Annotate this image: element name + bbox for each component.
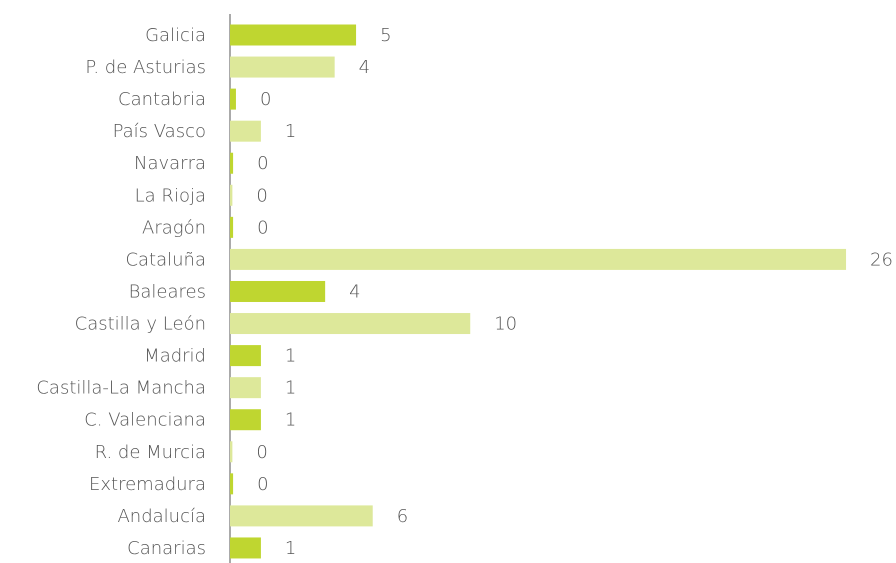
value-label: 1	[285, 121, 296, 142]
category-label: Andalucía	[117, 506, 206, 527]
bar	[230, 409, 261, 431]
value-label: 0	[257, 153, 268, 174]
bar	[230, 505, 373, 527]
bar	[230, 88, 236, 110]
category-label: Castilla y León	[75, 314, 206, 335]
bar	[230, 377, 261, 399]
bar	[230, 441, 233, 463]
category-label: La Rioja	[135, 185, 206, 206]
category-label: Cantabria	[118, 89, 206, 110]
bar	[230, 24, 357, 46]
value-label: 4	[359, 57, 370, 78]
bar	[230, 216, 234, 238]
category-label: Baleares	[129, 281, 206, 302]
value-label: 0	[257, 217, 268, 238]
value-label: 10	[494, 314, 517, 335]
bar	[230, 120, 261, 142]
value-label: 26	[870, 249, 893, 270]
category-label: Canarias	[127, 538, 206, 559]
bar	[230, 248, 847, 270]
value-label: 1	[285, 378, 296, 399]
bar	[230, 184, 233, 206]
value-label: 4	[349, 281, 360, 302]
bar	[230, 473, 234, 495]
bar	[230, 313, 471, 335]
bar	[230, 345, 261, 367]
category-label: Galicia	[145, 25, 206, 46]
category-label: C. Valenciana	[84, 410, 206, 431]
value-label: 1	[285, 346, 296, 367]
category-label: Extremadura	[89, 474, 206, 495]
value-label: 0	[256, 185, 267, 206]
value-label: 1	[285, 410, 296, 431]
category-label: R. de Murcia	[95, 442, 206, 463]
bar	[230, 152, 234, 174]
category-label: P. de Asturias	[85, 57, 206, 78]
category-label: Aragón	[142, 217, 206, 238]
value-label: 1	[285, 538, 296, 559]
value-label: 0	[260, 89, 271, 110]
value-label: 0	[257, 474, 268, 495]
category-label: Castilla-La Mancha	[36, 378, 206, 399]
category-label: Navarra	[134, 153, 206, 174]
bar	[230, 537, 261, 559]
category-label: Madrid	[144, 346, 206, 367]
value-label: 5	[380, 25, 391, 46]
category-label: Cataluña	[125, 249, 206, 270]
bar	[230, 56, 335, 78]
value-label: 6	[397, 506, 408, 527]
value-label: 0	[256, 442, 267, 463]
category-label: País Vasco	[113, 121, 206, 142]
bar	[230, 280, 326, 302]
